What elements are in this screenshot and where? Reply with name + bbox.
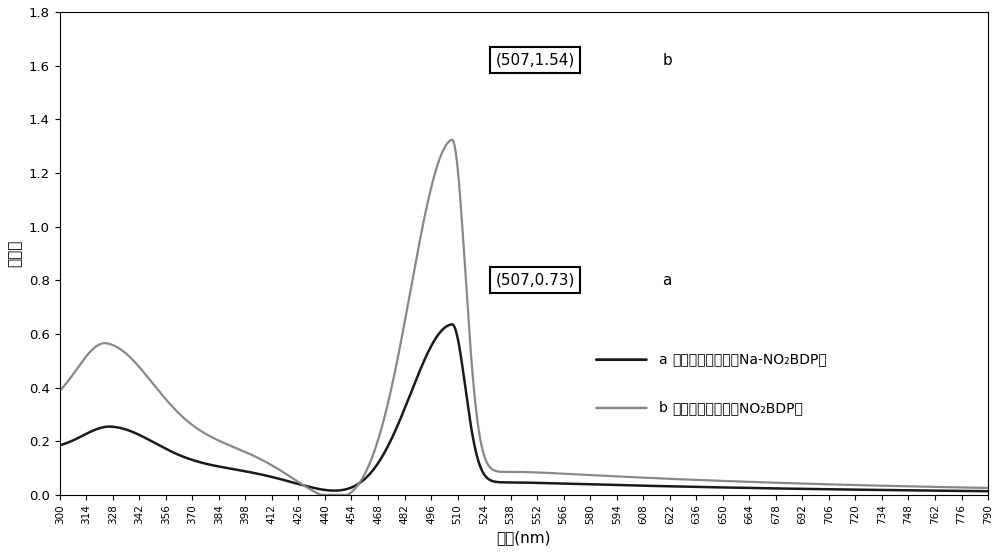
Text: 非纳米色敏材料（NO₂BDP）: 非纳米色敏材料（NO₂BDP） bbox=[672, 401, 803, 415]
Text: b: b bbox=[659, 401, 667, 415]
Text: a: a bbox=[659, 353, 667, 367]
X-axis label: 波长(nm): 波长(nm) bbox=[497, 530, 551, 545]
Text: 纳米化色敏材料（Na-NO₂BDP）: 纳米化色敏材料（Na-NO₂BDP） bbox=[672, 353, 827, 367]
Text: a: a bbox=[662, 273, 672, 288]
Y-axis label: 吸光度: 吸光度 bbox=[7, 240, 22, 267]
Text: b: b bbox=[662, 53, 672, 68]
Text: (507,0.73): (507,0.73) bbox=[495, 273, 575, 288]
Text: (507,1.54): (507,1.54) bbox=[495, 53, 575, 68]
